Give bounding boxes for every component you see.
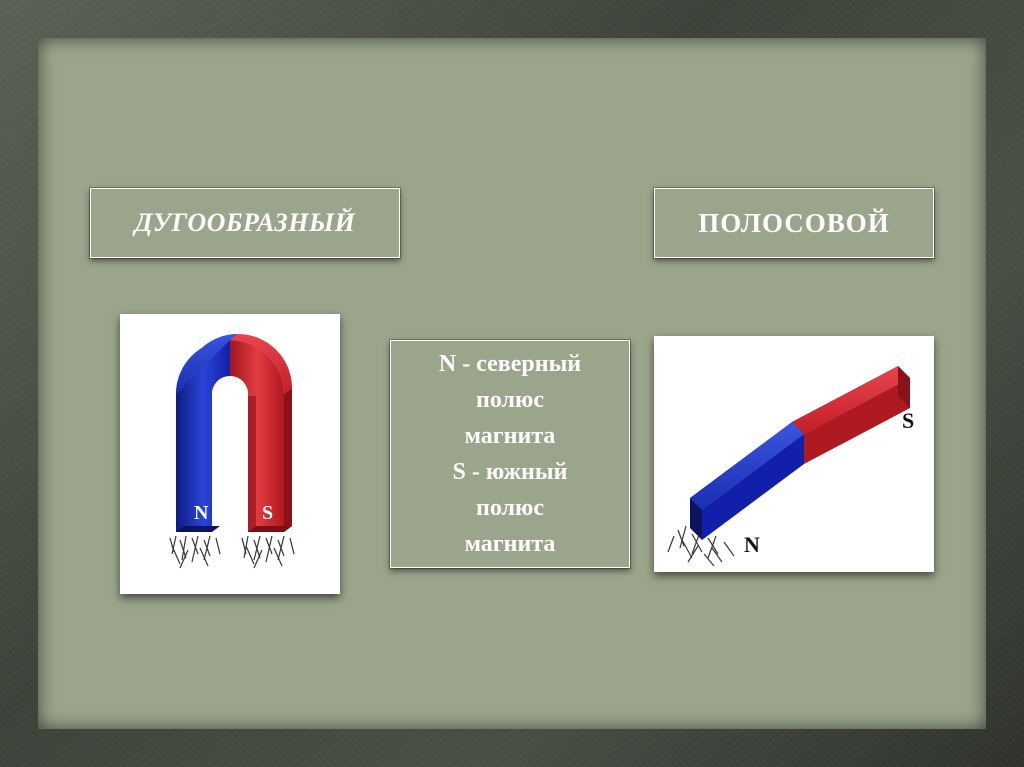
bar-n-label: N xyxy=(744,532,760,557)
slide-canvas: ДУГООБРАЗНЫЙ ПОЛОСОВОЙ N - северный полю… xyxy=(38,38,986,729)
title-bar: ПОЛОСОВОЙ xyxy=(654,188,934,258)
title-horseshoe-text: ДУГООБРАЗНЫЙ xyxy=(135,208,356,238)
legend-box: N - северный полюс магнита S - южный пол… xyxy=(390,340,630,568)
horseshoe-card: N S xyxy=(120,314,340,594)
horseshoe-n-label: N xyxy=(194,502,209,524)
legend-l4: S - южный xyxy=(453,459,568,485)
slide-frame: ДУГООБРАЗНЫЙ ПОЛОСОВОЙ N - северный полю… xyxy=(0,0,1024,767)
bar-magnet-icon: S N xyxy=(654,336,934,572)
title-bar-text: ПОЛОСОВОЙ xyxy=(698,208,890,239)
bar-card: S N xyxy=(654,336,934,572)
title-horseshoe: ДУГООБРАЗНЫЙ xyxy=(90,188,400,258)
legend-text: N - северный полюс магнита S - южный пол… xyxy=(439,346,581,562)
horseshoe-magnet-icon: N S xyxy=(120,314,340,594)
legend-l1: N - северный xyxy=(439,351,581,377)
legend-l5: полюс xyxy=(476,495,544,521)
legend-l6: магнита xyxy=(465,531,556,557)
bar-s-label: S xyxy=(902,408,914,433)
legend-l2: полюс xyxy=(476,387,544,413)
horseshoe-s-label: S xyxy=(262,502,273,524)
legend-l3: магнита xyxy=(465,423,556,449)
